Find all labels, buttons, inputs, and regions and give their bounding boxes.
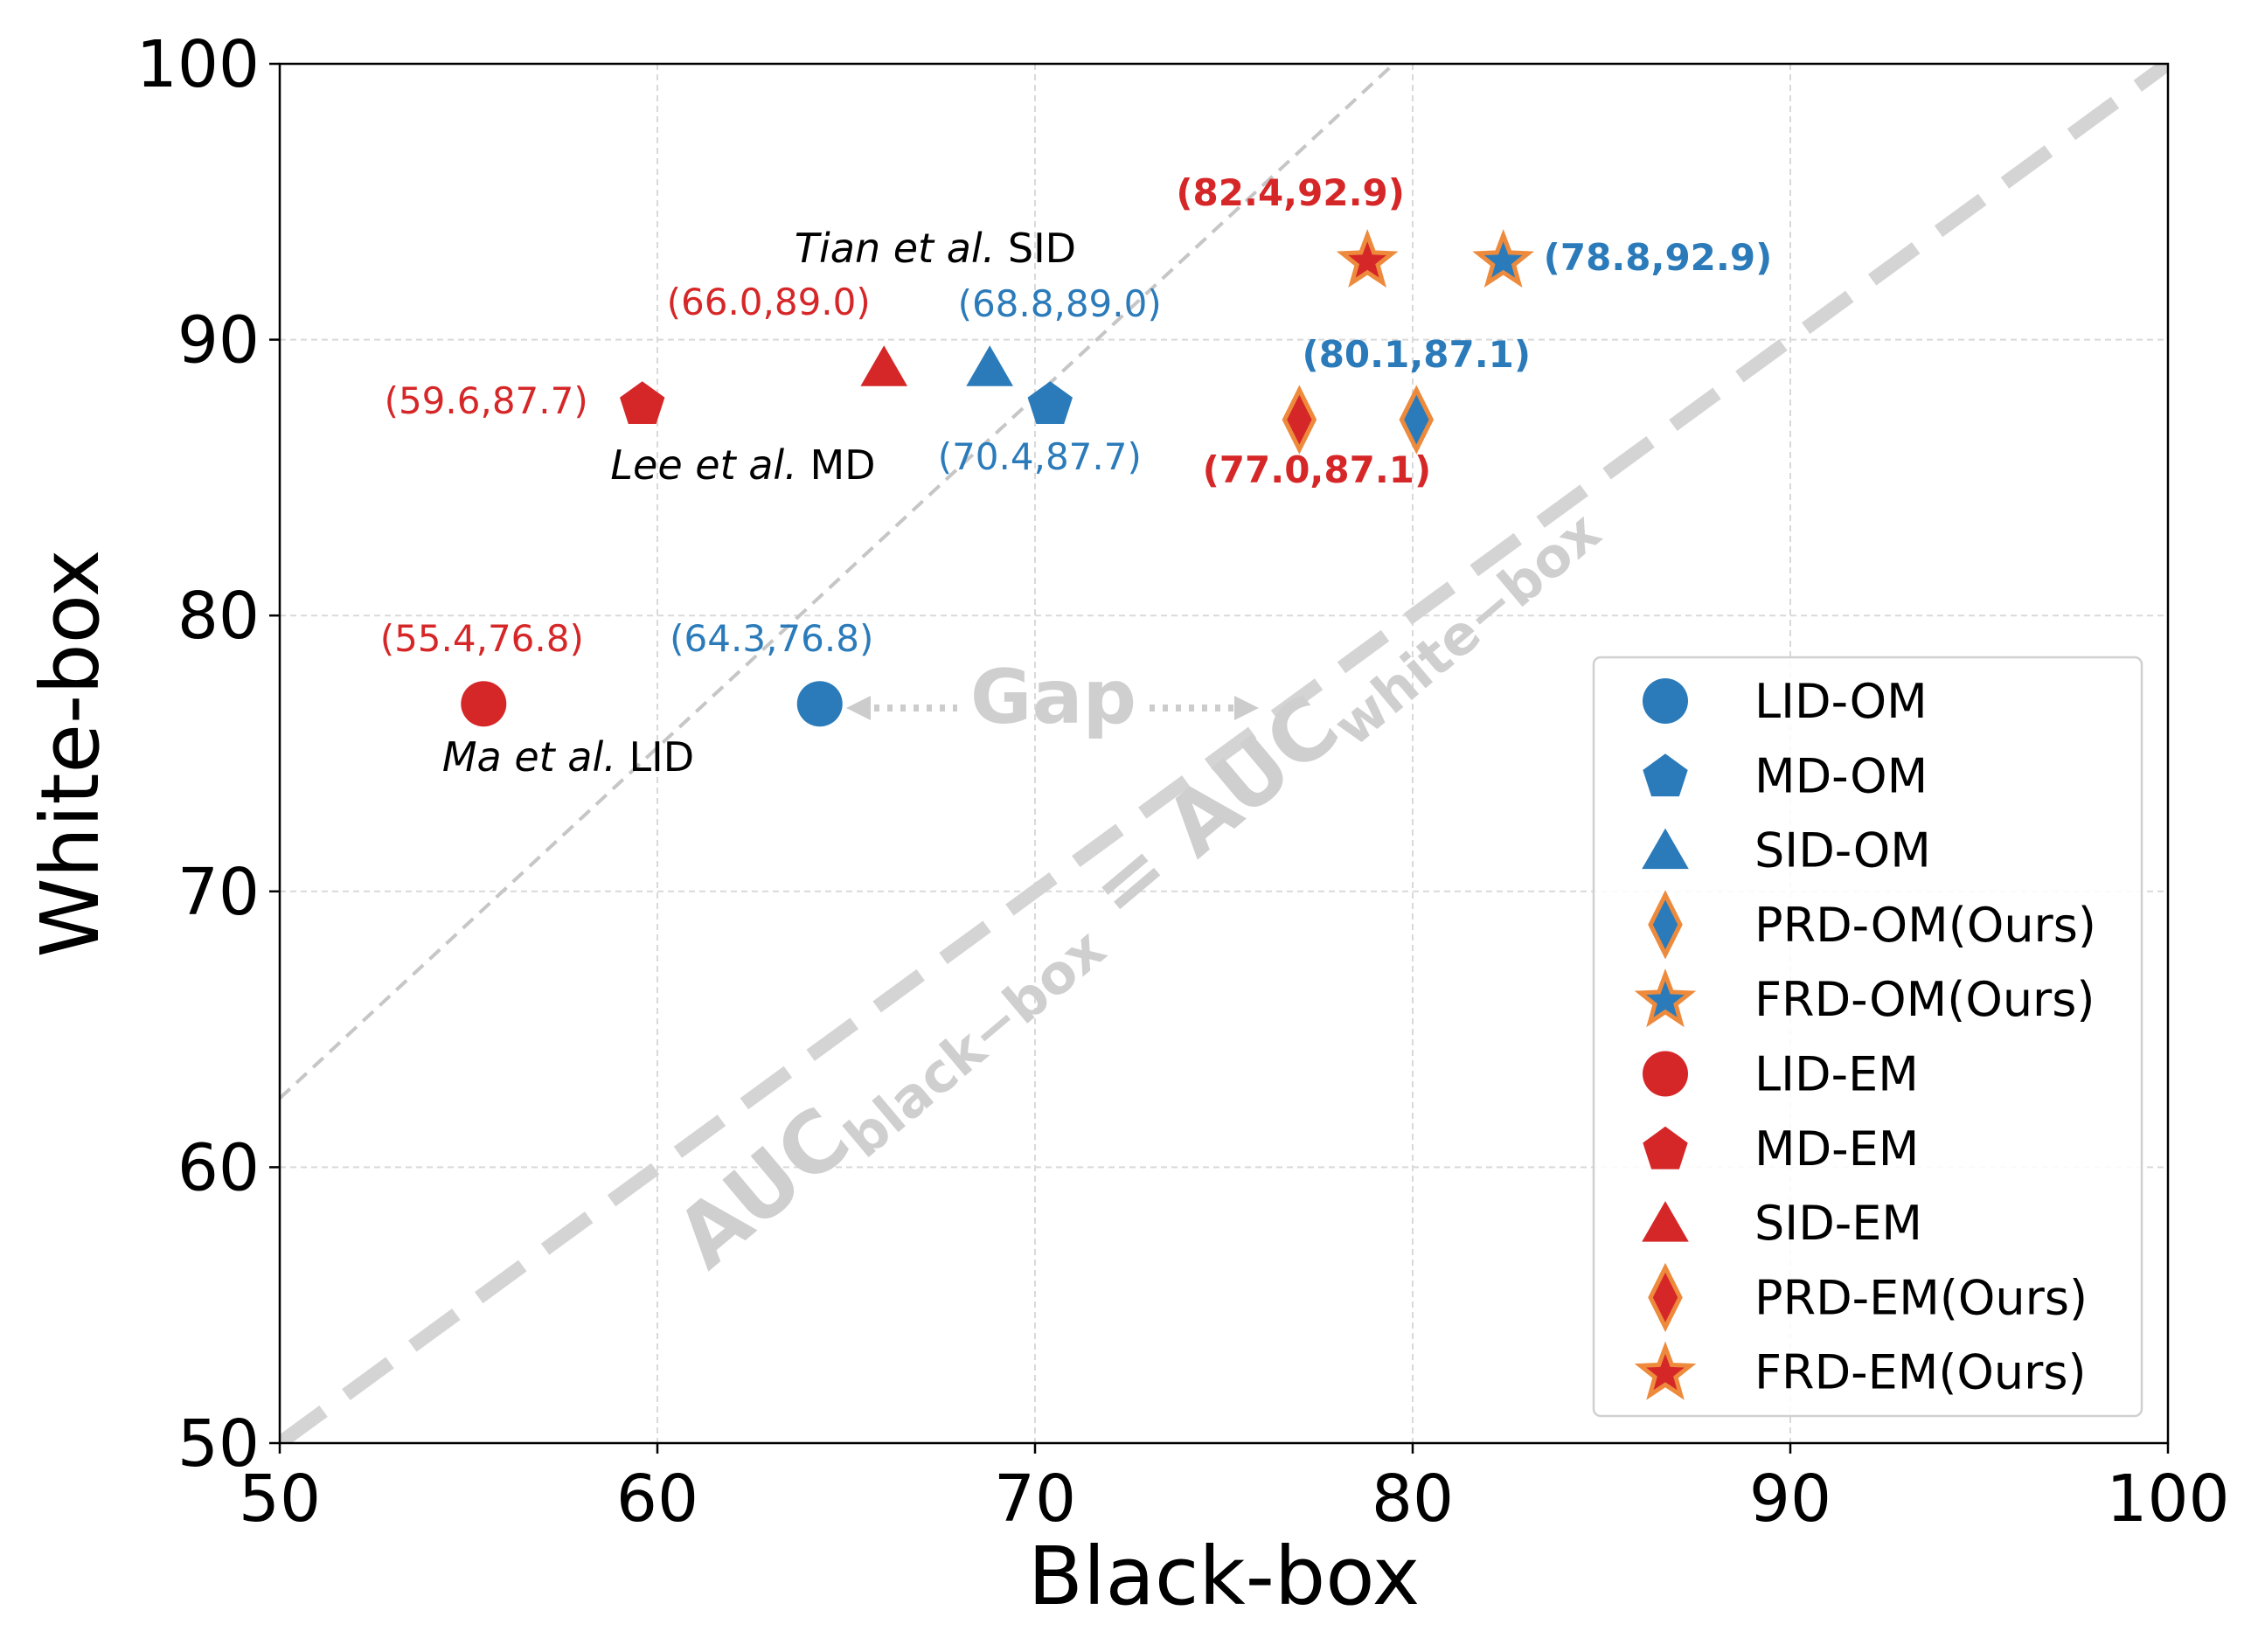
legend-marker-lid-om: [1643, 678, 1688, 724]
x-tick-label-90: 90: [1749, 1461, 1831, 1537]
legend-label-prd-em-ours: PRD-EM(Ours): [1754, 1270, 2088, 1325]
identity-line-0: [280, 64, 2168, 1443]
annotation-9: (78.8,92.9): [1544, 236, 1773, 279]
y-tick-label-90: 90: [177, 303, 260, 378]
point-sid-em-0: [860, 345, 907, 386]
point-frd-em-ours-0: [1336, 228, 1399, 288]
annotation-6: (80.1,87.1): [1303, 333, 1532, 376]
point-sid-om-0: [966, 345, 1013, 386]
legend-label-frd-om-ours: FRD-OM(Ours): [1754, 972, 2095, 1027]
legend-marker-sid-em: [1642, 1201, 1689, 1242]
y-tick-label-60: 60: [177, 1130, 260, 1205]
gap-arrow-left-head: [846, 696, 871, 720]
x-tick-label-60: 60: [616, 1461, 698, 1537]
legend-label-lid-om: LID-OM: [1754, 674, 1928, 729]
y-tick-label-50: 50: [177, 1406, 260, 1482]
legend-marker-prd-em-ours: [1648, 1262, 1683, 1332]
annotation-8: (82.4,92.9): [1176, 171, 1405, 214]
legend-label-lid-em: LID-EM: [1754, 1047, 1919, 1102]
y-tick-label-70: 70: [177, 855, 260, 930]
legend-label-md-om: MD-OM: [1754, 748, 1928, 803]
y-tick-label-100: 100: [136, 27, 260, 102]
annotation-3: (66.0,89.0): [667, 281, 871, 323]
legend: LID-OM MD-OM SID-OM PRD-OM(Ours) FRD-OM(Ours…: [1592, 656, 2143, 1418]
diagonal-label: AUCblack−box = AUCwhite−box: [658, 467, 1613, 1294]
legend-marker-frd-om-ours: [1634, 968, 1697, 1028]
x-tick-label-80: 80: [1372, 1461, 1454, 1537]
plot-frame: [278, 62, 2170, 1445]
annotation-0: (55.4,76.8): [380, 617, 584, 660]
method-label-0: Ma et al. LID: [442, 733, 694, 781]
annotation-1: (64.3,76.8): [670, 617, 873, 660]
annotation-4: (68.8,89.0): [958, 282, 1162, 325]
point-lid-om-0: [796, 681, 843, 727]
diagonal-watermark: AUCblack−box = AUCwhite−box: [658, 467, 1613, 1294]
method-labels: Ma et al. LID Lee et al. MD Tian et al. SI…: [442, 225, 1076, 781]
annotation-5: (70.4,87.7): [938, 435, 1142, 478]
legend-box: [1592, 656, 2143, 1418]
point-md-om-0: [1027, 381, 1073, 424]
legend-marker-frd-em-ours: [1634, 1341, 1697, 1400]
legend-marker-prd-om-ours: [1648, 890, 1683, 960]
legend-marker-sid-om: [1642, 828, 1689, 870]
annotation-2: (59.6,87.7): [385, 379, 588, 422]
x-tick-label-70: 70: [994, 1461, 1076, 1537]
legend-label-frd-em-ours: FRD-EM(Ours): [1754, 1345, 2087, 1400]
legend-label-sid-om: SID-OM: [1754, 823, 1931, 878]
point-prd-om-ours-0: [1399, 385, 1435, 455]
x-tick-label-50: 50: [239, 1461, 321, 1537]
legend-label-sid-em: SID-EM: [1754, 1196, 1922, 1251]
method-label-2: Tian et al. SID: [795, 225, 1076, 272]
gap-arrow-right-head: [1234, 696, 1259, 720]
tick-labels: 50 60 70 80 90 100 50 60 70 80 90 100: [136, 27, 2230, 1537]
legend-label-prd-om-ours: PRD-OM(Ours): [1754, 898, 2096, 953]
offset-line-1: [280, 64, 1395, 1100]
annotation-7: (77.0,87.1): [1203, 448, 1432, 491]
point-lid-em-0: [461, 681, 507, 727]
data-points: [461, 228, 1534, 727]
point-frd-om-ours-0: [1472, 228, 1534, 288]
point-prd-em-ours-0: [1282, 385, 1317, 455]
x-axis-label: Black-box: [1028, 1530, 1420, 1623]
x-tick-label-100: 100: [2106, 1461, 2229, 1537]
point-md-em-0: [620, 381, 665, 424]
legend-marker-md-om: [1643, 753, 1688, 797]
gap-indicator: Gap: [846, 654, 1259, 741]
y-tick-label-80: 80: [177, 579, 260, 654]
reference-lines: [280, 64, 2168, 1443]
y-axis-label: White-box: [24, 549, 117, 957]
axes: [278, 62, 2170, 1445]
point-annotations: (55.4,76.8) (64.3,76.8) (59.6,87.7) (66.0,8…: [380, 171, 1773, 660]
legend-label-md-em: MD-EM: [1754, 1121, 1919, 1177]
legend-marker-lid-em: [1643, 1051, 1688, 1097]
legend-marker-md-em: [1643, 1126, 1688, 1170]
gap-label: Gap: [970, 654, 1136, 741]
method-label-1: Lee et al. MD: [610, 441, 875, 489]
